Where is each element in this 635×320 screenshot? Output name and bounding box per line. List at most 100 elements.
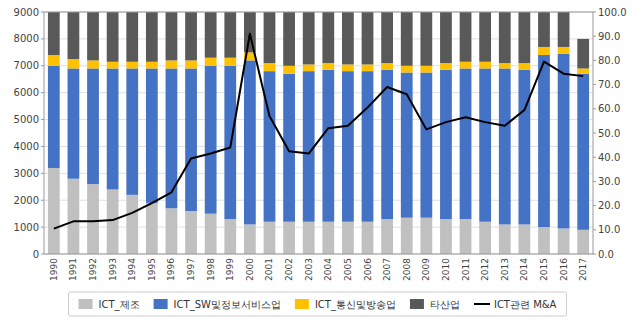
tick bbox=[41, 200, 44, 201]
tick-label: 1999 bbox=[225, 258, 235, 281]
tick-label: 2000 bbox=[245, 258, 255, 281]
tick-label: 100.0 bbox=[598, 7, 627, 18]
bar bbox=[205, 58, 217, 66]
bar bbox=[107, 189, 119, 254]
tick-label: 40.0 bbox=[598, 152, 620, 163]
legend-item: 타산업 bbox=[410, 299, 460, 310]
tick-label: 7000 bbox=[14, 60, 39, 71]
tick-label: 1000 bbox=[14, 222, 39, 233]
tick-label: 2004 bbox=[323, 258, 333, 281]
bar bbox=[126, 68, 138, 194]
tick bbox=[593, 108, 596, 109]
tick-label: 2008 bbox=[402, 258, 412, 281]
bar bbox=[460, 219, 472, 254]
legend-swatch bbox=[295, 299, 309, 309]
legend-swatch bbox=[410, 299, 424, 309]
bar bbox=[166, 60, 178, 68]
tick-label: 60.0 bbox=[598, 103, 620, 114]
bar bbox=[401, 12, 413, 66]
tick-label: 2011 bbox=[461, 258, 471, 281]
bar bbox=[499, 12, 511, 63]
tick-label: 8000 bbox=[14, 33, 39, 44]
bar bbox=[68, 12, 80, 59]
legend-label: 타산업 bbox=[430, 299, 460, 310]
bar bbox=[420, 73, 432, 218]
bar bbox=[558, 54, 570, 229]
tick-label: 2013 bbox=[500, 258, 510, 281]
tick-label: 0 bbox=[33, 249, 39, 260]
bar bbox=[420, 218, 432, 254]
tick bbox=[41, 12, 44, 13]
tick bbox=[41, 119, 44, 120]
bar bbox=[420, 12, 432, 66]
bar bbox=[460, 62, 472, 69]
bar bbox=[538, 227, 550, 254]
bar bbox=[146, 203, 158, 254]
bar bbox=[401, 66, 413, 73]
legend-item: ICT_제조 bbox=[79, 299, 140, 311]
tick bbox=[593, 181, 596, 182]
bar bbox=[577, 74, 589, 230]
bar bbox=[283, 222, 295, 254]
tick bbox=[593, 12, 596, 13]
tick-label: 1995 bbox=[147, 258, 157, 281]
bar bbox=[283, 66, 295, 74]
bar bbox=[166, 12, 178, 60]
bar bbox=[518, 224, 530, 254]
tick-label: 50.0 bbox=[598, 128, 620, 139]
bar bbox=[362, 71, 374, 222]
tick-label: 2005 bbox=[343, 258, 353, 281]
bar bbox=[283, 12, 295, 66]
grid bbox=[44, 12, 593, 254]
bar bbox=[185, 60, 197, 68]
bar bbox=[48, 168, 60, 254]
bar bbox=[264, 71, 276, 222]
bar bbox=[440, 63, 452, 70]
tick-label: 70.0 bbox=[598, 79, 620, 90]
bar bbox=[440, 70, 452, 219]
bar bbox=[518, 12, 530, 63]
bar bbox=[126, 195, 138, 254]
bar bbox=[205, 66, 217, 214]
bar bbox=[107, 62, 119, 69]
bar bbox=[381, 12, 393, 63]
bar bbox=[558, 228, 570, 254]
tick-label: 2015 bbox=[539, 258, 549, 281]
legend-label: ICT관련 M&A bbox=[494, 299, 557, 310]
bar bbox=[166, 208, 178, 254]
tick-label: 2000 bbox=[14, 195, 39, 206]
legend-label: ICT_제조 bbox=[99, 299, 140, 311]
tick bbox=[593, 254, 596, 255]
bar bbox=[264, 12, 276, 63]
legend: ICT_제조ICT_SW및정보서비스업ICT_통신및방송업타산업ICT관련 M&… bbox=[69, 292, 567, 316]
tick bbox=[593, 84, 596, 85]
tick-label: 5000 bbox=[14, 114, 39, 125]
bar bbox=[479, 12, 491, 62]
tick-label: 2017 bbox=[578, 258, 588, 281]
tick-label: 1997 bbox=[186, 258, 196, 281]
bar bbox=[518, 63, 530, 70]
bar bbox=[401, 218, 413, 254]
tick-label: 1991 bbox=[68, 258, 78, 281]
bar bbox=[518, 70, 530, 225]
bar bbox=[362, 64, 374, 71]
tick-label: 90.0 bbox=[598, 31, 620, 42]
bar bbox=[224, 219, 236, 254]
bar bbox=[205, 214, 217, 254]
bar bbox=[107, 68, 119, 189]
bar bbox=[146, 12, 158, 62]
tick bbox=[41, 65, 44, 66]
tick bbox=[41, 254, 44, 255]
tick bbox=[593, 157, 596, 158]
tick-label: 1992 bbox=[88, 258, 98, 281]
bar bbox=[322, 70, 334, 222]
tick-label: 1993 bbox=[108, 258, 118, 281]
legend-item: ICT_통신및방송업 bbox=[295, 299, 396, 311]
bar bbox=[342, 71, 354, 222]
bar bbox=[87, 68, 99, 184]
bar bbox=[303, 12, 315, 64]
tick bbox=[593, 60, 596, 61]
line bbox=[54, 34, 583, 229]
bar bbox=[577, 68, 589, 73]
tick bbox=[41, 92, 44, 93]
